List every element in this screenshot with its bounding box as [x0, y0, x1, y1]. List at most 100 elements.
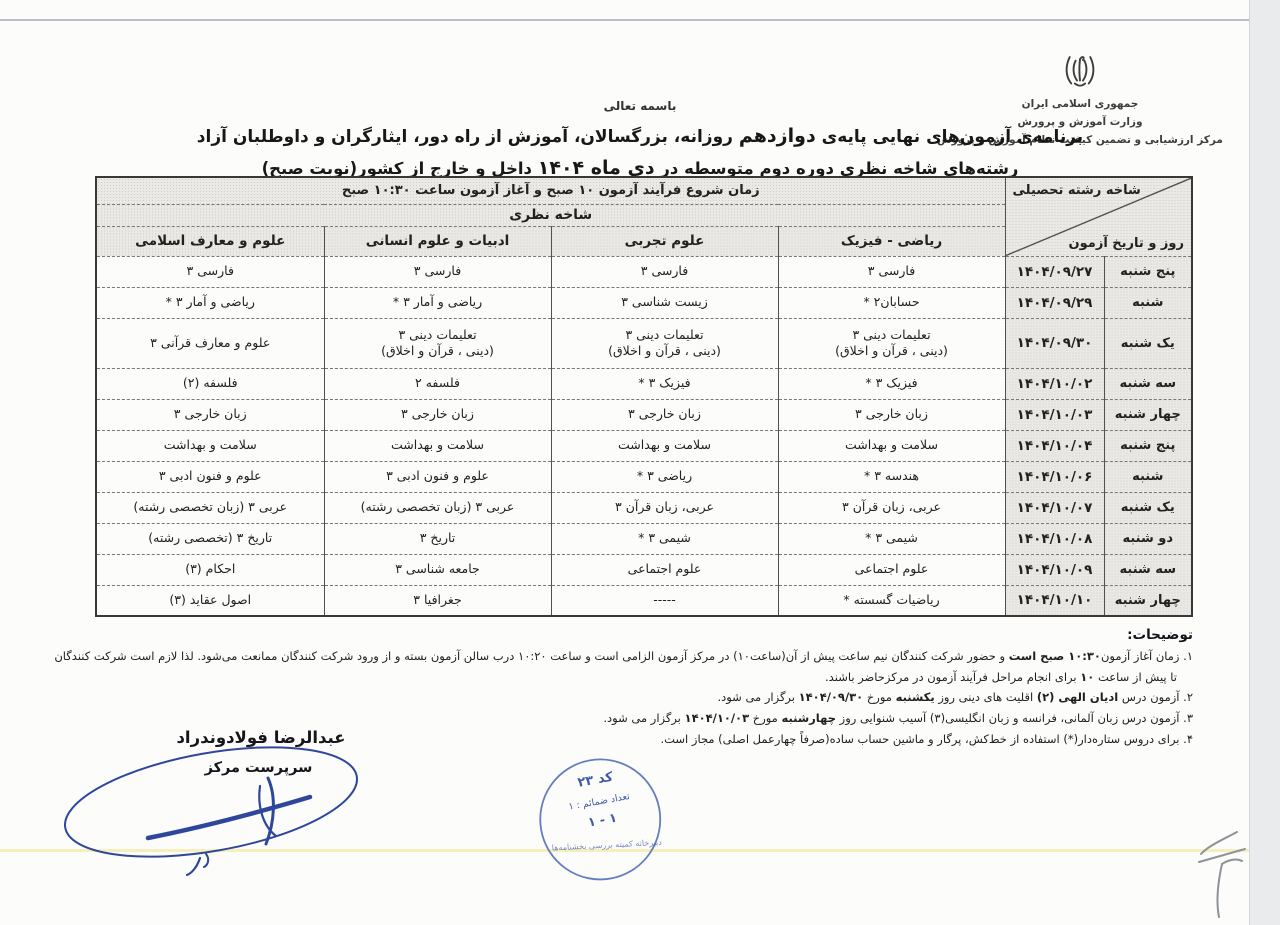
- subject-cell: علوم و معارف قرآنی ۳: [95, 317, 325, 369]
- column-header-islamic: علوم و معارف اسلامی: [95, 225, 325, 257]
- iran-emblem-icon: [1065, 56, 1095, 87]
- stamp-circle-icon: [539, 758, 662, 881]
- subject-cell: ریاضی و آمار ۳ *: [95, 286, 325, 319]
- time-header-mid: و آغاز آزمون ساعت: [410, 183, 547, 199]
- subject-cell: احکام (۳): [95, 553, 325, 586]
- notes-section: توضیحات: ۱. زمان آغاز آزمون۱۰:۳۰ صبح است…: [53, 627, 1193, 749]
- day-cell: چهار شنبه: [1103, 584, 1193, 617]
- subject-cell: فلسفه (۲): [95, 367, 325, 400]
- subject-cell: حسابان۲ *: [777, 286, 1006, 319]
- document-title: برنامه‌ی آزمون‌های نهایی پایه‌ی دوازدهم …: [85, 122, 1195, 182]
- day-cell: شنبه: [1103, 286, 1193, 319]
- exam-schedule-table: شاخه رشته تحصیلی روز و تاریخ آزمون زمان …: [95, 176, 1193, 617]
- table-row: سه شنبه ۱۴۰۴/۱۰/۰۲ فیزیک ۳ * فیزیک ۳ * فلسف…: [95, 367, 1193, 400]
- letterhead: جمهوری اسلامی ایران وزارت آموزش و پرورش …: [930, 48, 1230, 150]
- subject-cell: فیزیک ۳ *: [777, 367, 1006, 400]
- subject-cell: ریاضیات گسسته *: [777, 584, 1006, 617]
- date-cell: ۱۴۰۴/۱۰/۰۹: [1004, 553, 1105, 586]
- subject-cell: جغرافیا ۳: [323, 584, 552, 617]
- day-cell: سه شنبه: [1103, 553, 1193, 586]
- subject-cell: عربی، زبان قرآن ۳: [550, 491, 779, 524]
- office-stamp: کد ۲۳ تعداد ضمائم : ۱ ۱ - ۱ دبیرخانه کمی…: [516, 734, 691, 913]
- signatory-role: سرپرست مرکز: [204, 760, 313, 776]
- table-row: سه شنبه ۱۴۰۴/۱۰/۰۹ علوم اجتماعی علوم اجتما…: [95, 553, 1193, 586]
- date-cell: ۱۴۰۴/۰۹/۲۹: [1004, 286, 1105, 319]
- subject-cell: زبان خارجی ۳: [550, 398, 779, 431]
- subject-cell: سلامت و بهداشت: [777, 429, 1006, 462]
- date-cell: ۱۴۰۴/۱۰/۱۰: [1004, 584, 1105, 617]
- day-cell: چهار شنبه: [1103, 398, 1193, 431]
- yellow-highlight-line: [0, 849, 1249, 852]
- time-header-start-bold: ۱۰ صبح: [546, 183, 595, 199]
- table-row: یک شنبه ۱۴۰۴/۰۹/۳۰ تعلیمات دینی ۳ (دینی ،…: [95, 317, 1193, 369]
- day-cell: یک شنبه: [1103, 491, 1193, 524]
- date-cell: ۱۴۰۴/۱۰/۰۶: [1004, 460, 1105, 493]
- column-header-experimental: علوم تجربی: [550, 225, 779, 257]
- date-cell: ۱۴۰۴/۱۰/۰۳: [1004, 398, 1105, 431]
- table-row: یک شنبه ۱۴۰۴/۱۰/۰۷ عربی، زبان قرآن ۳ عربی،…: [95, 491, 1193, 524]
- day-cell: سه شنبه: [1103, 367, 1193, 400]
- ministry-center: مرکز ارزشیابی و تضمین کیفیت نظام آموزش و…: [937, 133, 1223, 146]
- note-item-2: ۲. آزمون درس ادیان الهی (۲) اقلیت های دی…: [717, 690, 1193, 705]
- subject-cell: عربی ۳ (زبان تخصصی رشته): [95, 491, 325, 524]
- subject-cell: علوم اجتماعی: [777, 553, 1006, 586]
- subject-cell: فارسی ۳: [95, 255, 325, 288]
- subject-cell: سلامت و بهداشت: [323, 429, 552, 462]
- note-item-4: ۴. برای دروس ستاره‌دار(*) استفاده از خط‌…: [660, 731, 1193, 746]
- subject-cell: ریاضی و آمار ۳ *: [323, 286, 552, 319]
- day-cell: یک شنبه: [1103, 317, 1193, 369]
- subject-cell: فارسی ۳: [550, 255, 779, 288]
- date-cell: ۱۴۰۴/۱۰/۰۴: [1004, 429, 1105, 462]
- table-row: پنج شنبه ۱۴۰۴/۰۹/۲۷ فارسی ۳ فارسی ۳ فارسی ۳…: [95, 255, 1193, 288]
- signatory-name: عبدالرضا فولادوندراد: [176, 728, 346, 747]
- subject-cell: اصول عقاید (۳): [95, 584, 325, 617]
- subject-cell: زبان خارجی ۳: [777, 398, 1006, 431]
- date-cell: ۱۴۰۴/۱۰/۰۸: [1004, 522, 1105, 555]
- table-row: چهار شنبه ۱۴۰۴/۱۰/۱۰ ریاضیات گسسته * -----…: [95, 584, 1193, 617]
- title-line-1: برنامه‌ی آزمون‌های نهایی پایه‌ی دوازدهم …: [85, 122, 1195, 151]
- title-line-2: رشته‌های شاخه نظری دوره دوم متوسطه در دی…: [85, 154, 1195, 183]
- subject-cell: فلسفه ۲: [323, 367, 552, 400]
- subject-cell: سلامت و بهداشت: [550, 429, 779, 462]
- table-row: پنج شنبه ۱۴۰۴/۱۰/۰۴ سلامت و بهداشت سلامت و…: [95, 429, 1193, 462]
- subject-cell: علوم اجتماعی: [550, 553, 779, 586]
- time-header-text: زمان شروع فرآیند آزمون: [594, 183, 760, 199]
- top-scan-line: [0, 19, 1250, 21]
- title-line2-post: داخل و خارج از کشور(نوبت صبح): [261, 158, 538, 178]
- table-row: چهار شنبه ۱۴۰۴/۱۰/۰۳ زبان خارجی ۳ زبان خار…: [95, 398, 1193, 431]
- subject-cell: شیمی ۳ *: [777, 522, 1006, 555]
- corner-header-cell: شاخه رشته تحصیلی روز و تاریخ آزمون: [1004, 176, 1193, 257]
- date-cell: ۱۴۰۴/۱۰/۰۷: [1004, 491, 1105, 524]
- date-cell: ۱۴۰۴/۰۹/۲۷: [1004, 255, 1105, 288]
- subject-cell: زیست شناسی ۳: [550, 286, 779, 319]
- notes-heading: توضیحات:: [1127, 627, 1193, 643]
- column-header-humanities: ادبیات و علوم انسانی: [323, 225, 552, 257]
- corner-diagonal-line: [1006, 178, 1192, 256]
- handwritten-signature-icon: [64, 746, 358, 877]
- subject-cell: -----: [550, 584, 779, 617]
- time-header-cell: زمان شروع فرآیند آزمون ۱۰ صبح و آغاز آزم…: [95, 176, 1006, 205]
- subject-cell: تعلیمات دینی ۳ (دینی ، قرآن و اخلاق): [323, 317, 552, 369]
- branch-header-cell: شاخه نظری: [95, 203, 1006, 227]
- time-header-begin-bold: ۱۰:۳۰ صبح: [341, 183, 411, 199]
- subject-cell: زبان خارجی ۳: [323, 398, 552, 431]
- title-month-bold: دی ماه ۱۴۰۴: [537, 156, 655, 179]
- day-cell: دو شنبه: [1103, 522, 1193, 555]
- subject-cell: تاریخ ۳ (تخصصی رشته): [95, 522, 325, 555]
- ministry-country: جمهوری اسلامی ایران: [1021, 98, 1139, 110]
- subject-cell: فارسی ۳: [777, 255, 1006, 288]
- subject-cell: سلامت و بهداشت: [95, 429, 325, 462]
- subject-cell: جامعه شناسی ۳: [323, 553, 552, 586]
- subject-cell: علوم و فنون ادبی ۳: [95, 460, 325, 493]
- title-line2-pre: رشته‌های شاخه نظری دوره دوم متوسطه در: [654, 158, 1019, 178]
- subject-cell: تعلیمات دینی ۳ (دینی ، قرآن و اخلاق): [777, 317, 1006, 369]
- subject-cell: علوم و فنون ادبی ۳: [323, 460, 552, 493]
- subject-cell: ریاضی ۳ *: [550, 460, 779, 493]
- title-grade-bold: دوازدهم: [738, 125, 816, 147]
- title-line1-post: روزانه، بزرگسالان، آموزش از راه دور، ایث…: [196, 127, 739, 147]
- handwritten-mark-icon: [1198, 831, 1246, 918]
- corner-label-day-date: روز و تاریخ آزمون: [1068, 235, 1184, 251]
- subject-cell: فیزیک ۳ *: [550, 367, 779, 400]
- subject-cell: هندسه ۳ *: [777, 460, 1006, 493]
